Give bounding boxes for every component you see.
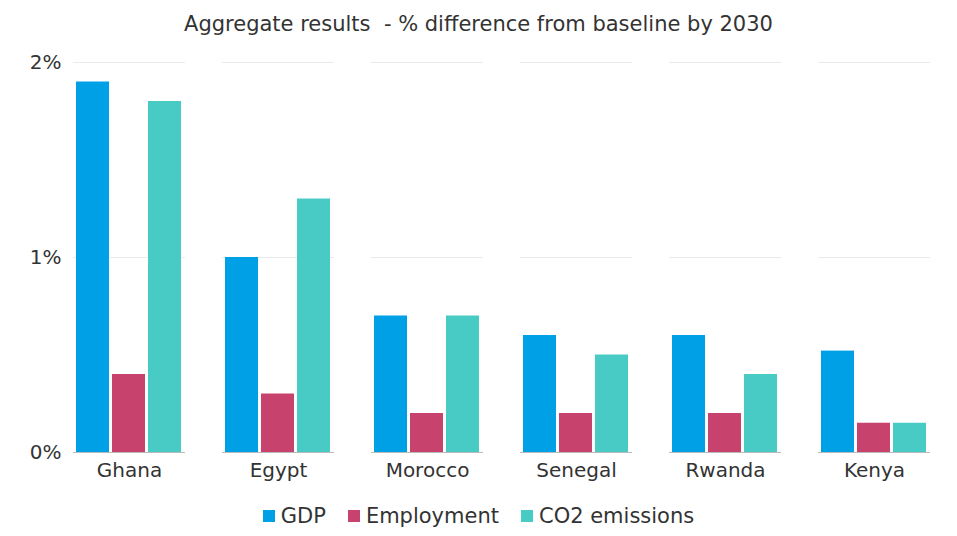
html-text:GDP: GDP — [280, 504, 326, 528]
html-text:Employment: Employment — [365, 504, 499, 528]
svg-text:Senegal: Senegal — [536, 458, 617, 482]
svg-text:Rwanda: Rwanda — [685, 458, 765, 482]
svg-text:0%: 0% — [30, 440, 62, 464]
html-text:Aggregate results - % differen: Aggregate results - % difference from ba… — [184, 12, 773, 36]
svg-text:Ghana: Ghana — [97, 458, 162, 482]
svg-text:Morocco: Morocco — [386, 458, 470, 482]
svg-text:2%: 2% — [30, 50, 62, 74]
svg-text:Kenya: Kenya — [844, 458, 905, 482]
svg-text:Egypt: Egypt — [250, 458, 308, 482]
svg-text:1%: 1% — [30, 245, 62, 269]
html-text:CO2 emissions: CO2 emissions — [539, 504, 695, 528]
